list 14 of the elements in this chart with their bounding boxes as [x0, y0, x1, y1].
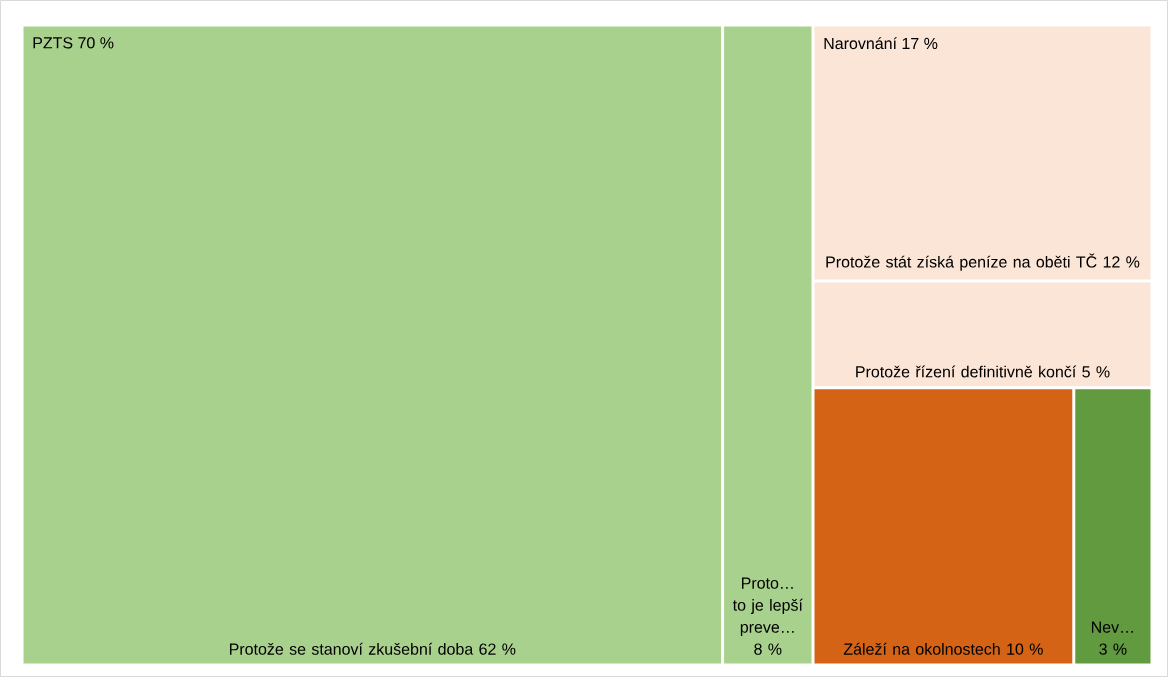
- category-label: Protože řízení definitivně končí: [856, 365, 1077, 378]
- data-label: 62 %: [479, 643, 516, 655]
- data-label: 8 %: [754, 643, 782, 655]
- text: PZTS 70 %: [33, 37, 114, 49]
- data-label: 10 %: [1007, 643, 1043, 655]
- data-label: 12 %: [1103, 256, 1140, 268]
- category-label: Proto… to je lepší preve…: [732, 577, 803, 636]
- data-label: 5 %: [1082, 366, 1110, 378]
- data-label: 3 %: [1099, 643, 1127, 655]
- text: Narovnání 17 %: [824, 37, 938, 50]
- category-label: Protože se stanoví zkušební doba: [229, 642, 474, 655]
- category-label: Nev…: [1091, 621, 1133, 633]
- category-label: Protože stát získá peníze na oběti TČ: [826, 253, 1097, 271]
- category-label: Záleží na okolnostech: [843, 642, 1000, 655]
